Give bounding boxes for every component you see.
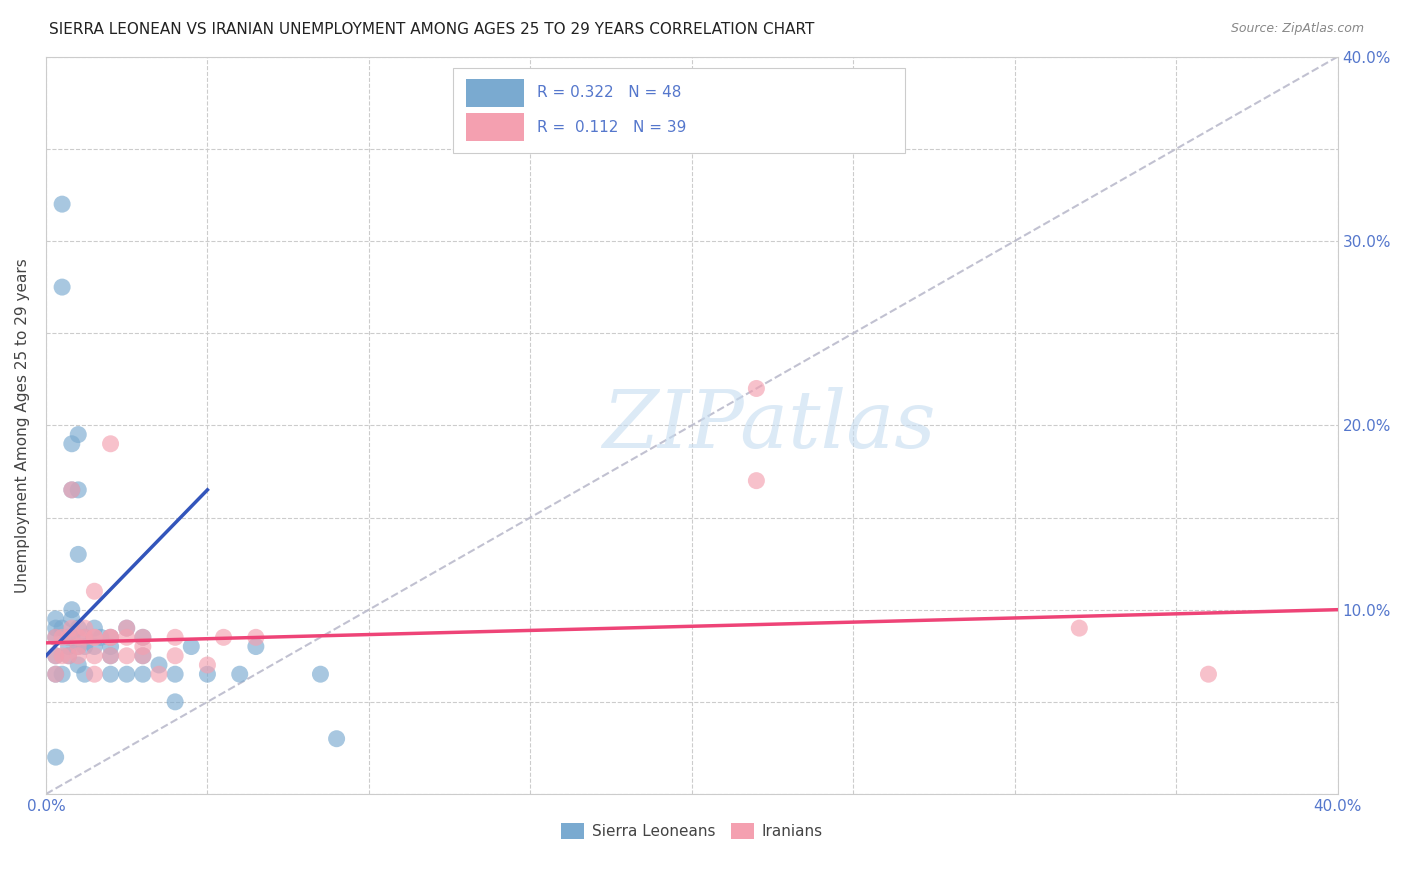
Point (60, 602, 83, 616)
FancyBboxPatch shape (453, 68, 905, 153)
Point (165, 695, 187, 709)
Text: ZIPatlas: ZIPatlas (603, 386, 936, 464)
Point (73, 630, 96, 644)
Y-axis label: Unemployment Among Ages 25 to 29 years: Unemployment Among Ages 25 to 29 years (15, 258, 30, 592)
Point (58, 640, 80, 654)
Point (197, 667, 219, 681)
Point (60, 630, 83, 644)
FancyBboxPatch shape (465, 78, 524, 107)
Point (83, 630, 105, 644)
Point (165, 667, 187, 681)
Point (1069, 621, 1091, 635)
Point (100, 630, 122, 644)
Point (83, 630, 105, 644)
Point (100, 640, 122, 654)
Point (745, 474, 768, 488)
Point (115, 630, 138, 644)
FancyBboxPatch shape (465, 113, 524, 142)
Point (67, 483, 90, 497)
Point (212, 630, 235, 644)
Point (67, 621, 90, 635)
Point (132, 630, 155, 644)
Point (148, 667, 170, 681)
Point (45, 648, 67, 663)
Point (197, 657, 219, 672)
Point (245, 630, 267, 644)
Point (67, 640, 90, 654)
Point (115, 621, 138, 635)
Point (83, 640, 105, 654)
Point (309, 667, 332, 681)
Point (45, 750, 67, 764)
Point (67, 630, 90, 644)
Point (60, 437, 83, 451)
Point (73, 621, 96, 635)
Point (45, 630, 67, 644)
Text: R = 0.322   N = 48: R = 0.322 N = 48 (537, 86, 681, 100)
Point (58, 648, 80, 663)
Point (115, 667, 138, 681)
Point (51, 667, 73, 681)
Point (67, 548, 90, 562)
Point (45, 648, 67, 663)
Text: R =  0.112   N = 39: R = 0.112 N = 39 (537, 120, 686, 135)
Point (60, 612, 83, 626)
Point (83, 584, 105, 599)
Point (180, 640, 202, 654)
Point (132, 648, 155, 663)
Point (245, 640, 267, 654)
Point (45, 612, 67, 626)
Point (100, 630, 122, 644)
Point (132, 667, 155, 681)
Legend: Sierra Leoneans, Iranians: Sierra Leoneans, Iranians (555, 817, 828, 846)
Point (100, 648, 122, 663)
Point (67, 640, 90, 654)
Point (58, 630, 80, 644)
Point (100, 648, 122, 663)
Point (51, 630, 73, 644)
Point (228, 667, 250, 681)
Point (73, 667, 96, 681)
Point (115, 648, 138, 663)
Point (67, 427, 90, 442)
Point (83, 667, 105, 681)
Point (73, 630, 96, 644)
Point (132, 630, 155, 644)
Point (73, 640, 96, 654)
Point (100, 667, 122, 681)
Point (45, 667, 67, 681)
Point (60, 483, 83, 497)
Point (165, 630, 187, 644)
Point (60, 621, 83, 635)
Point (83, 648, 105, 663)
Point (83, 621, 105, 635)
Text: Source: ZipAtlas.com: Source: ZipAtlas.com (1230, 22, 1364, 36)
Point (100, 630, 122, 644)
Point (745, 382, 768, 396)
Point (45, 667, 67, 681)
Point (132, 648, 155, 663)
Point (325, 731, 347, 746)
Point (165, 648, 187, 663)
Point (67, 648, 90, 663)
Point (100, 437, 122, 451)
Point (90, 630, 112, 644)
Point (132, 640, 155, 654)
Point (51, 197, 73, 211)
Point (60, 483, 83, 497)
Point (67, 657, 90, 672)
Point (58, 630, 80, 644)
Point (51, 621, 73, 635)
Point (51, 648, 73, 663)
Point (148, 657, 170, 672)
Point (115, 621, 138, 635)
Point (45, 621, 67, 635)
Point (45, 630, 67, 644)
Text: SIERRA LEONEAN VS IRANIAN UNEMPLOYMENT AMONG AGES 25 TO 29 YEARS CORRELATION CHA: SIERRA LEONEAN VS IRANIAN UNEMPLOYMENT A… (49, 22, 814, 37)
Point (58, 648, 80, 663)
Point (51, 280, 73, 294)
Point (1198, 667, 1220, 681)
